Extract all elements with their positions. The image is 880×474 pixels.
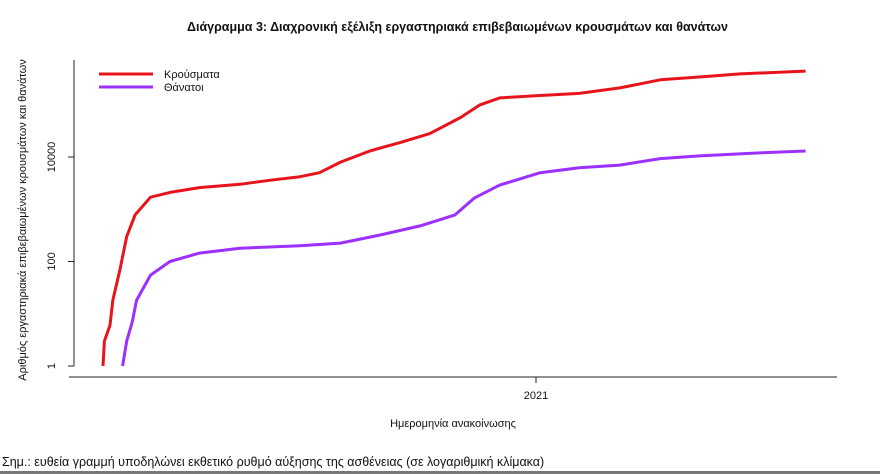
legend-label: Θάνατοι (164, 82, 204, 94)
series-line-1 (121, 149, 806, 367)
footnote: Σημ.: ευθεία γραμμή υποδηλώνει εκθετικό … (2, 455, 545, 469)
y-tick-label: 10000 (46, 142, 58, 173)
series-line-0 (101, 69, 806, 367)
y-axis-label: Αριθμός εργαστηριακά επιβεβαιωμένων κρου… (17, 59, 29, 381)
y-tick-label: 1 (46, 363, 58, 369)
divider (0, 471, 880, 474)
x-axis-label: Ημερομηνία ανακοίνωσης (390, 418, 516, 430)
x-tick-label: 2021 (524, 390, 548, 402)
y-tick-label: 100 (46, 252, 58, 270)
legend-label: Κρούσματα (164, 69, 220, 81)
chart-title: Διάγραμμα 3: Διαχρονική εξέλιξη εργαστηρ… (186, 20, 729, 34)
